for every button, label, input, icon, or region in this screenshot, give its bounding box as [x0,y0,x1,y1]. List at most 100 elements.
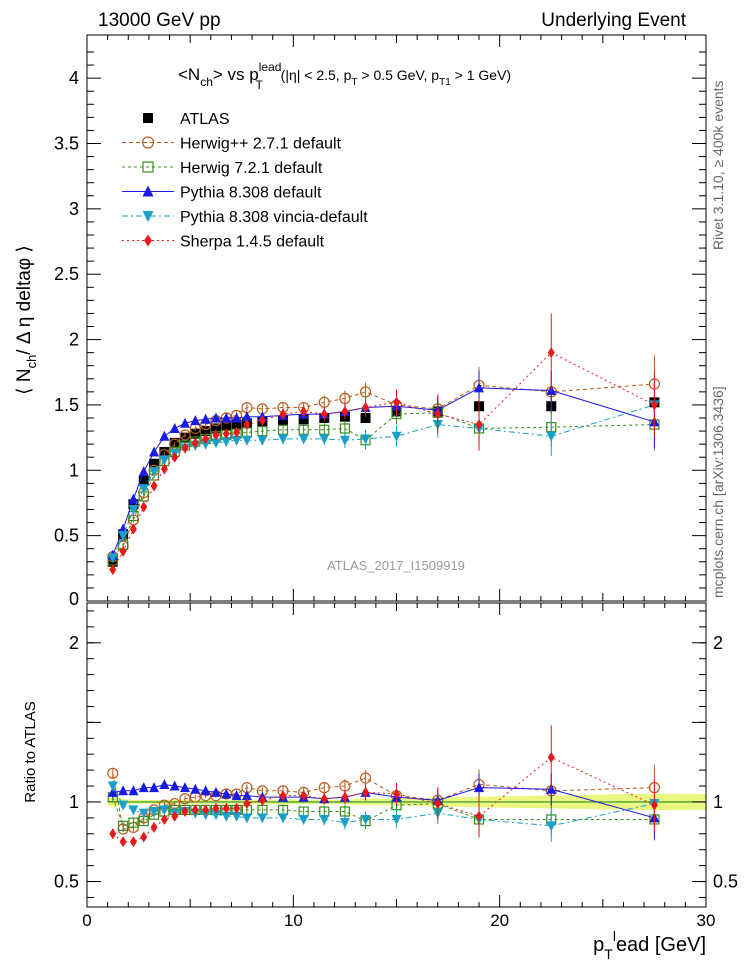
data-point-pythia-8-308-vincia-default [546,431,557,442]
title-sub-d: T1 [439,77,451,88]
ratio-point-pythia-8-308-vincia-default [339,818,350,829]
data-point-sherpa-1-4-5-default [279,408,287,420]
ratio-point-herwig-7-2-1-default [128,817,139,828]
ratio-point-sherpa-1-4-5-default [362,786,370,798]
y-tick-label: 1 [69,460,79,480]
main-plot-area [107,313,661,576]
data-point-sherpa-1-4-5-default [393,396,400,408]
data-point-herwig-2-7-1-default [339,392,351,404]
ratio-y-tick-label: 1 [69,792,79,812]
ratio-point-pythia-8-308-vincia-default [210,810,221,821]
ratio-point-pythia-8-308-vincia-default [231,811,242,822]
data-point-pythia-8-308-default [474,382,485,393]
ylabel-sub: ch [24,355,39,369]
header-left-label: 13000 GeV pp [98,10,221,31]
data-point-sherpa-1-4-5-default [341,405,349,417]
legend-item-herwig-7-2-1-default: Herwig 7.2.1 default [122,160,323,177]
ratio-point-pythia-8-308-vincia-default [107,781,118,792]
data-point-sherpa-1-4-5-default [233,426,241,438]
title-part-b: > vs p [213,65,259,84]
title-sub-b: T [255,78,263,92]
ratio-point-sherpa-1-4-5-default [119,836,127,848]
x-axis-label: pTlead [GeV] [593,928,706,962]
ratio-point-pythia-8-308-vincia-default [149,807,160,818]
ratio-point-sherpa-1-4-5-default [181,806,189,818]
title-part-a: <N [178,65,200,84]
ratio-point-sherpa-1-4-5-default [258,794,266,806]
legend-item-sherpa-1-4-5-default: Sherpa 1.4.5 default [122,234,325,251]
y-tick-label: 2 [69,330,79,350]
legend-item-pythia-8-308-vincia-default: Pythia 8.308 vincia-default [122,209,368,226]
data-point-pythia-8-308-vincia-default [107,553,118,564]
ratio-point-pythia-8-308-default [169,780,180,791]
ratio-y-tick-label: 0.5 [54,872,79,892]
data-point-sherpa-1-4-5-default [258,415,266,427]
series-line-pythia-8-308-default [112,387,655,556]
series-pythia-8-308-vincia-default [107,378,660,564]
ratio-point-herwig-2-7-1-default [359,772,372,784]
ratio-y-tick-label-right: 1 [713,792,723,812]
data-point-pythia-8-308-default [221,412,232,423]
data-point-sherpa-1-4-5-default [320,408,328,420]
side-label-rivet: Rivet 3.1.10, ≥ 400k events [710,80,726,250]
xlabel-part-b: ead [GeV] [616,934,706,956]
legend-marker-herwig-7-2-1-default [142,161,154,173]
legend-marker-pythia-8-308-vincia-default [142,211,154,222]
data-point-pythia-8-308-vincia-default [298,434,309,445]
data-point-herwig-2-7-1-default [359,386,372,398]
data-point-pythia-8-308-default [118,523,129,534]
ratio-panel: 0 10 20 30 0.5 0.5 1 1 2 2 Ratio to ATLAS pTlead … [22,602,738,962]
data-point-pythia-8-308-vincia-default [128,504,139,515]
ratio-point-pythia-8-308-default [138,782,149,793]
ratio-point-pythia-8-308-vincia-default [128,805,139,816]
header-right-label: Underlying Event [541,10,686,31]
ylabel-part-b: / Δ η deltaφ ⟩ [14,245,35,355]
ratio-point-pythia-8-308-vincia-default [118,800,129,811]
data-point-pythia-8-308-default [138,466,149,477]
series-atlas [107,391,660,567]
ratio-point-sherpa-1-4-5-default [243,798,251,810]
series-herwig-2-7-1-default [107,355,661,563]
ratio-point-sherpa-1-4-5-default [140,831,148,843]
data-point-sherpa-1-4-5-default [191,437,199,449]
data-point-pythia-8-308-vincia-default [221,437,232,448]
data-point-pythia-8-308-vincia-default [278,434,289,445]
ratio-point-pythia-8-308-vincia-default [257,813,268,824]
main-panel: 0.5 1 1.5 2 2.5 3 3.5 4 0 ATLAS_2017_I1509919 <N… [14,34,707,609]
ratio-point-sherpa-1-4-5-default [222,802,230,814]
main-y-axis-label: ⟨ Nch/ Δ η deltaφ ⟩ [14,245,39,395]
legend-marker-pythia-8-308-default [142,185,154,197]
data-point-atlas [200,426,211,437]
ratio-point-sherpa-1-4-5-default [202,804,210,816]
data-point-sherpa-1-4-5-default [434,408,442,420]
xlabel-part-a: p [593,934,604,956]
data-point-herwig-2-7-1-default [318,396,330,408]
ratio-point-pythia-8-308-default [221,788,232,799]
title-sub-a: ch [200,75,213,89]
ratio-point-sherpa-1-4-5-default [547,751,555,763]
ratio-point-pythia-8-308-default [190,783,201,794]
y-tick-label: 1.5 [54,395,79,415]
ratio-point-pythia-8-308-default [118,785,129,796]
ratio-y-tick-label: 2 [69,633,79,653]
ratio-point-pythia-8-308-default [180,782,191,793]
ratio-point-sherpa-1-4-5-default [171,810,179,822]
data-point-pythia-8-308-default [128,493,139,504]
legend-label-pythia-8-308-default: Pythia 8.308 default [180,185,322,202]
data-point-sherpa-1-4-5-default [547,347,555,359]
data-point-pythia-8-308-vincia-default [210,438,221,449]
data-point-pythia-8-308-vincia-default [391,431,402,442]
data-point-sherpa-1-4-5-default [109,564,117,576]
data-point-atlas [149,458,160,469]
data-point-pythia-8-308-vincia-default [200,439,211,450]
data-point-herwig-7-2-1-default [257,425,268,437]
ratio-point-pythia-8-308-vincia-default [298,814,309,825]
data-point-pythia-8-308-vincia-default [159,455,170,466]
data-point-sherpa-1-4-5-default [475,419,483,431]
xlabel-sub: T [604,946,613,962]
legend: ATLAS Herwig++ 2.7.1 default Herwig 7.2.1 … [122,111,368,251]
title-part-e: > 1 GeV) [451,67,511,83]
data-point-pythia-8-308-default [149,446,160,457]
x-tick-label: 30 [697,911,716,930]
ratio-point-pythia-8-308-default [241,790,252,801]
